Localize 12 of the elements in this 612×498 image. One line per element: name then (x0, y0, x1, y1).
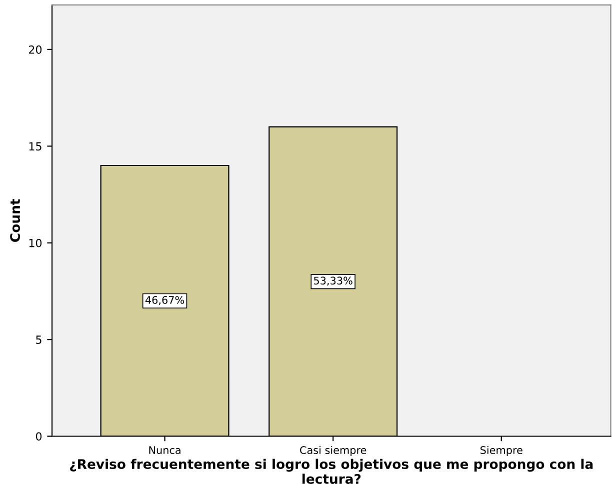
y-tick-label: 15 (29, 142, 42, 151)
x-tick-label: Casi siempre (300, 446, 366, 456)
annotation: 46,67% (145, 296, 184, 305)
y-axis-title: Count (10, 198, 20, 242)
y-tick-label: 20 (28, 45, 42, 54)
y-tick-label: 5 (36, 336, 42, 344)
x-tick-label: Nunca (149, 446, 180, 454)
annotation: 53,33% (314, 276, 352, 286)
y-tick-label: 10 (29, 238, 42, 248)
x-axis-title: ¿Reviso frecuentemente si logro los objetivos que me propongo con la lectura? (70, 458, 593, 484)
x-tick-label: Siempre (480, 446, 522, 456)
y-tick-label: 0 (36, 432, 42, 441)
